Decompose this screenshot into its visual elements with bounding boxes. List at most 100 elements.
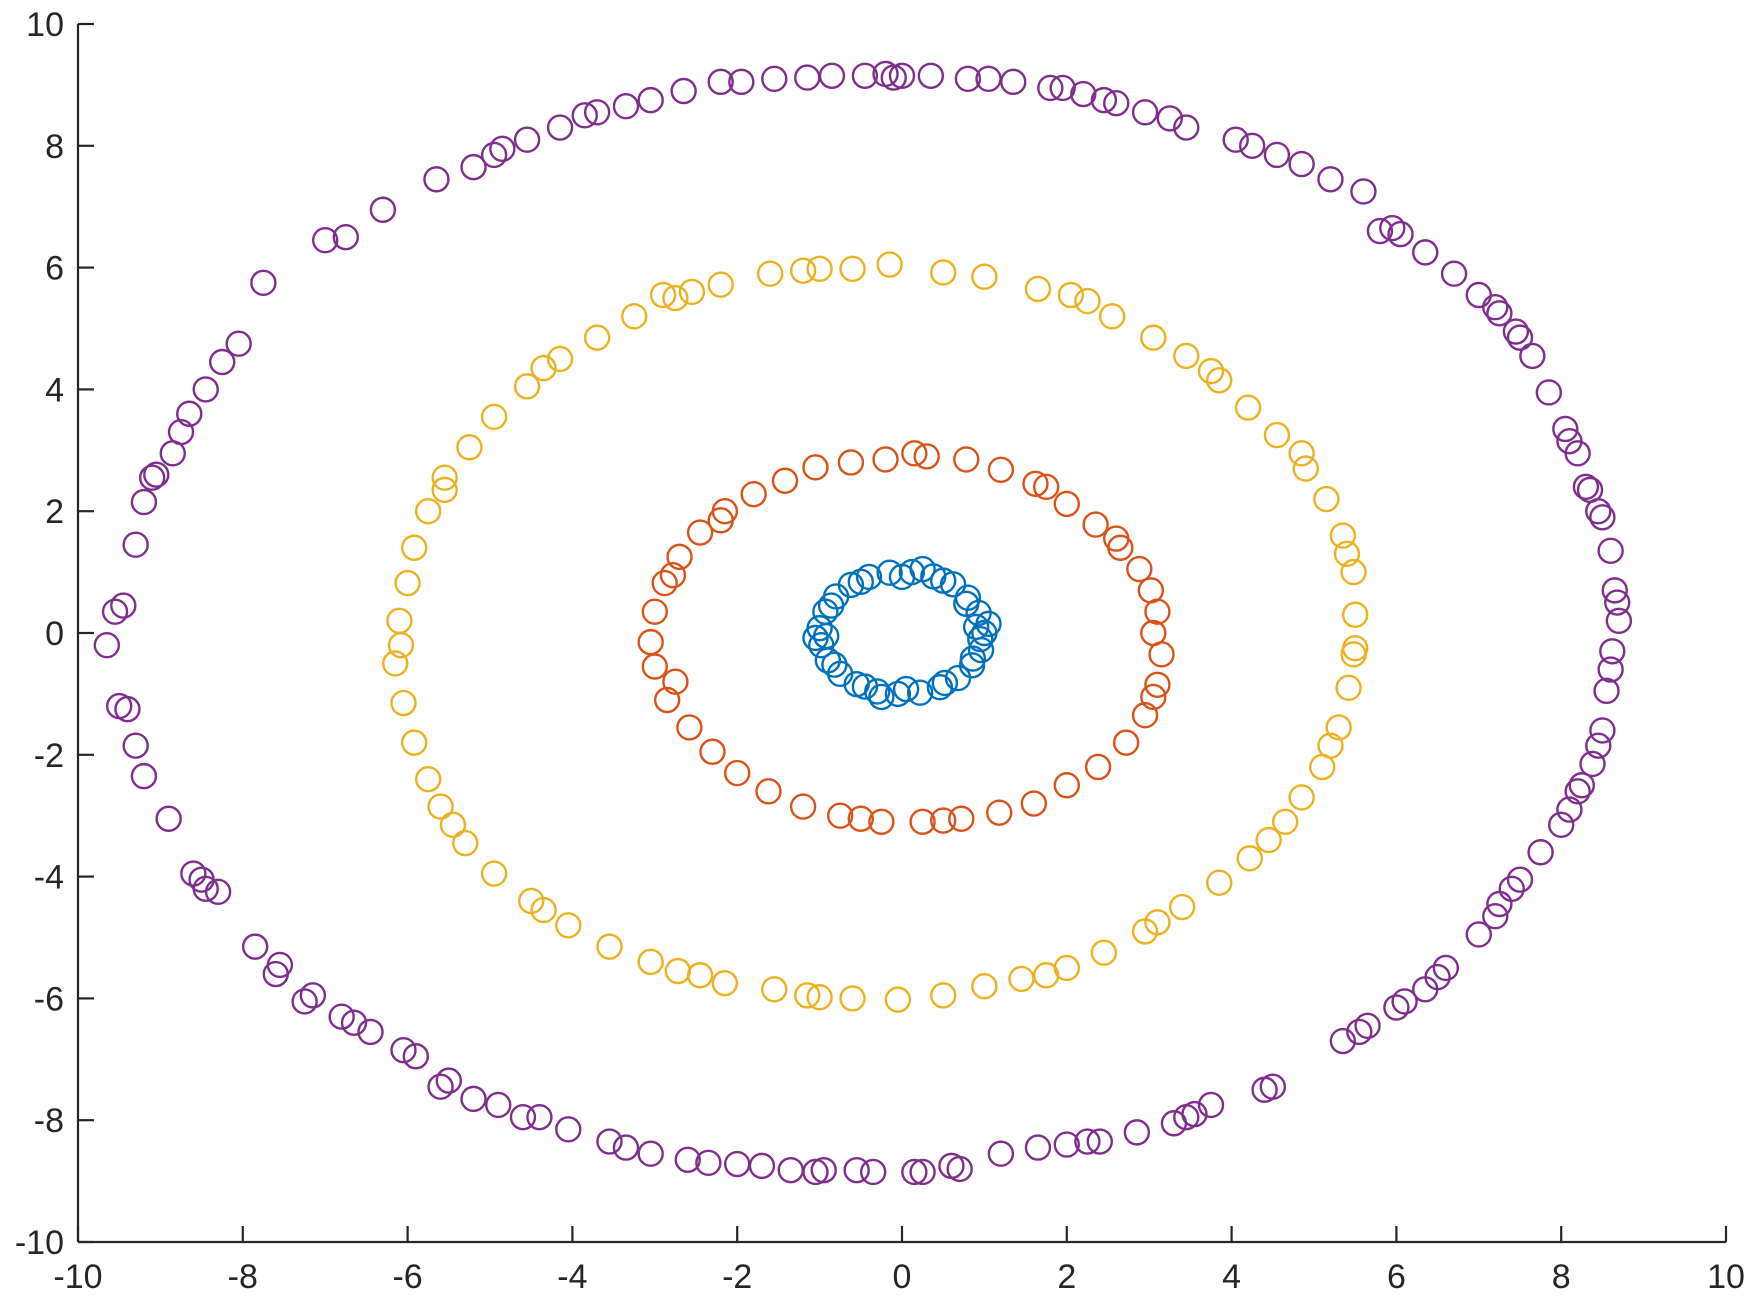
data-point — [1535, 379, 1563, 406]
data-point — [662, 668, 689, 695]
x-tick-label: 6 — [1387, 1258, 1406, 1296]
data-point — [666, 543, 693, 571]
data-point — [192, 376, 219, 403]
x-tick-label: 10 — [1707, 1258, 1745, 1296]
data-point — [876, 251, 903, 278]
data-point — [1168, 893, 1196, 921]
data-point — [987, 456, 1015, 483]
data-point — [427, 793, 454, 820]
data-point — [1222, 126, 1249, 153]
data-point — [357, 1018, 384, 1046]
data-point — [789, 793, 817, 820]
data-point — [707, 507, 734, 534]
data-point — [1288, 784, 1315, 811]
data-point — [953, 446, 980, 473]
data-point — [1604, 589, 1631, 616]
data-point — [806, 983, 833, 1011]
data-point — [1022, 470, 1049, 497]
data-point — [1074, 287, 1101, 315]
data-point — [439, 811, 467, 839]
data-point — [839, 255, 866, 283]
data-point — [530, 354, 557, 382]
x-tick-label: -8 — [228, 1258, 258, 1296]
data-point — [1292, 455, 1319, 482]
data-point — [1024, 275, 1052, 303]
y-tick-label: 8 — [45, 128, 64, 166]
data-point — [847, 568, 874, 596]
data-point — [1103, 89, 1130, 117]
data-point — [755, 778, 782, 805]
data-point — [872, 60, 899, 88]
data-point — [674, 1146, 701, 1173]
data-point — [390, 689, 417, 717]
data-point — [143, 461, 170, 488]
data-point — [1346, 1018, 1373, 1046]
y-tick-label: -2 — [34, 737, 64, 775]
data-point — [818, 62, 846, 89]
data-point — [1057, 281, 1085, 309]
data-point — [1112, 729, 1140, 756]
data-point — [1131, 702, 1159, 729]
y-tick-label: 10 — [26, 6, 64, 44]
data-point — [1593, 677, 1620, 705]
data-point — [110, 592, 137, 619]
data-point — [546, 345, 574, 373]
data-point — [637, 628, 664, 656]
data-point — [678, 278, 706, 306]
data-point — [1486, 300, 1513, 327]
data-point — [621, 303, 648, 330]
data-point — [596, 933, 623, 960]
data-point — [1340, 558, 1367, 586]
data-point — [954, 65, 982, 93]
x-tick-label: -4 — [557, 1258, 587, 1296]
data-point — [821, 651, 848, 678]
data-point — [1589, 504, 1616, 531]
data-point — [456, 434, 483, 461]
data-point — [101, 598, 129, 625]
data-point — [962, 613, 990, 641]
data-point — [1552, 415, 1579, 443]
data-point — [427, 1073, 454, 1100]
data-point — [1148, 641, 1175, 668]
data-point — [1255, 826, 1282, 854]
data-point — [1465, 921, 1493, 948]
data-point — [843, 1156, 870, 1184]
data-point — [555, 1116, 582, 1143]
data-point — [1156, 105, 1184, 132]
x-tick-label: 2 — [1057, 1258, 1076, 1296]
data-point — [1585, 498, 1612, 525]
data-point — [262, 960, 289, 988]
y-tick-label: 4 — [45, 371, 64, 409]
data-point — [1236, 845, 1263, 872]
data-point — [1383, 994, 1410, 1021]
data-point — [1037, 74, 1064, 102]
data-point — [1568, 772, 1596, 799]
data-point — [423, 166, 450, 193]
data-point — [676, 714, 703, 741]
data-point — [188, 866, 215, 893]
data-point — [1519, 342, 1546, 370]
x-tick-label: -10 — [53, 1258, 102, 1296]
data-point — [1090, 939, 1118, 966]
data-point — [641, 653, 668, 680]
data-point — [1173, 114, 1200, 141]
data-point — [761, 65, 788, 93]
data-point — [1206, 869, 1233, 896]
data-point — [1387, 220, 1414, 248]
data-point — [1597, 656, 1624, 683]
data-point — [1317, 732, 1344, 759]
data-point — [1140, 324, 1167, 351]
data-point — [1564, 778, 1591, 805]
data-point — [884, 986, 912, 1013]
data-point — [299, 982, 327, 1009]
data-point — [847, 805, 874, 832]
data-point — [485, 1091, 512, 1119]
data-point — [1197, 357, 1225, 385]
data-point — [1341, 635, 1369, 662]
data-point — [971, 263, 998, 290]
data-point — [241, 933, 269, 960]
data-point — [909, 1158, 936, 1186]
data-point — [480, 141, 508, 169]
data-point — [340, 1009, 368, 1036]
data-point — [637, 86, 664, 114]
